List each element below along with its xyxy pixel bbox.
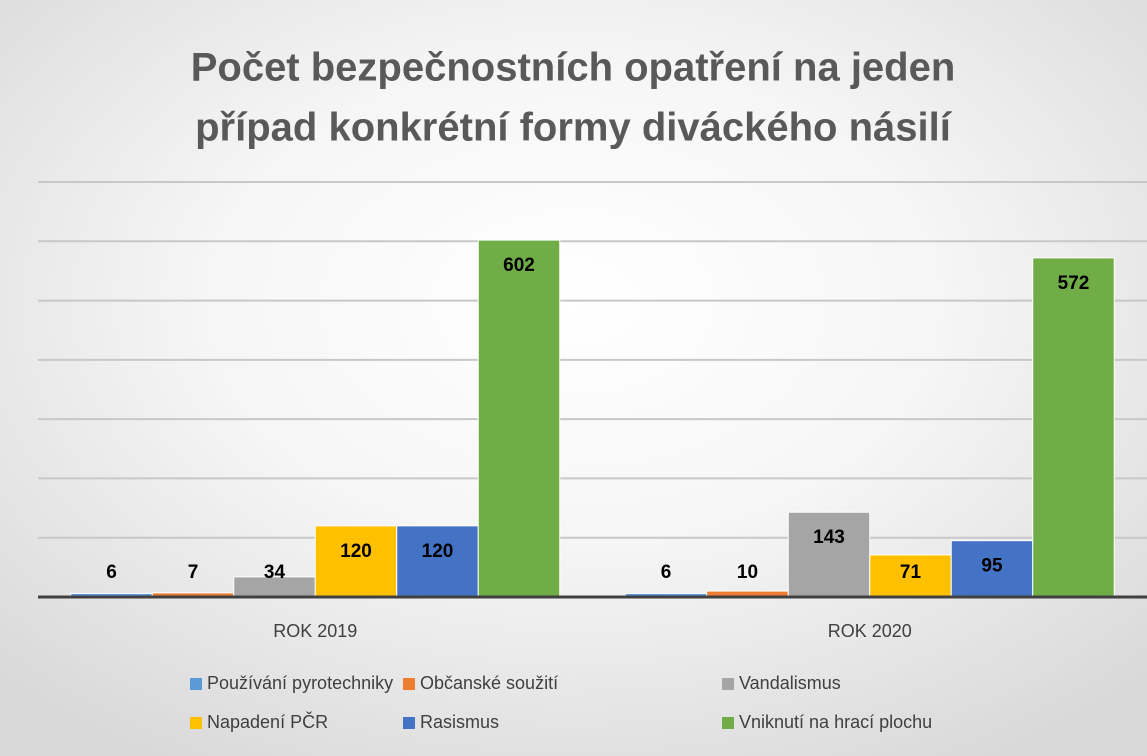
legend-swatch xyxy=(403,678,415,690)
legend-swatch xyxy=(190,717,202,729)
legend-label: Vniknutí na hrací plochu xyxy=(739,712,932,732)
bar xyxy=(787,511,871,598)
legend-label: Používání pyrotechniky xyxy=(207,673,393,693)
data-label: 7 xyxy=(188,562,199,583)
legend-swatch xyxy=(190,678,202,690)
bar xyxy=(1032,257,1115,598)
legend-swatch xyxy=(722,678,734,690)
legend-swatch xyxy=(403,717,415,729)
x-tick-label: ROK 2019 xyxy=(273,621,357,641)
data-label: 602 xyxy=(503,255,535,276)
data-label: 6 xyxy=(106,562,117,583)
chart-title: Počet bezpečnostních opatření na jeden xyxy=(191,46,956,90)
data-label: 95 xyxy=(981,556,1003,577)
data-label: 10 xyxy=(737,562,758,583)
data-label: 6 xyxy=(661,562,672,583)
bar xyxy=(396,525,479,598)
legend-label: Vandalismus xyxy=(739,673,841,693)
data-label: 120 xyxy=(422,541,454,562)
data-label: 143 xyxy=(813,527,845,548)
x-tick-label: ROK 2020 xyxy=(828,621,912,641)
legend-label: Napadení PČR xyxy=(207,711,328,732)
legend-label: Občanské soužití xyxy=(420,673,558,693)
bar xyxy=(314,525,398,598)
bar xyxy=(477,239,561,598)
legend-swatch xyxy=(722,717,734,729)
data-label: 572 xyxy=(1058,273,1090,294)
data-label: 34 xyxy=(264,562,286,583)
data-label: 71 xyxy=(900,562,922,583)
data-label: 120 xyxy=(340,541,372,562)
legend-label: Rasismus xyxy=(420,712,499,732)
chart-title: případ konkrétní formy diváckého násilí xyxy=(195,106,953,150)
